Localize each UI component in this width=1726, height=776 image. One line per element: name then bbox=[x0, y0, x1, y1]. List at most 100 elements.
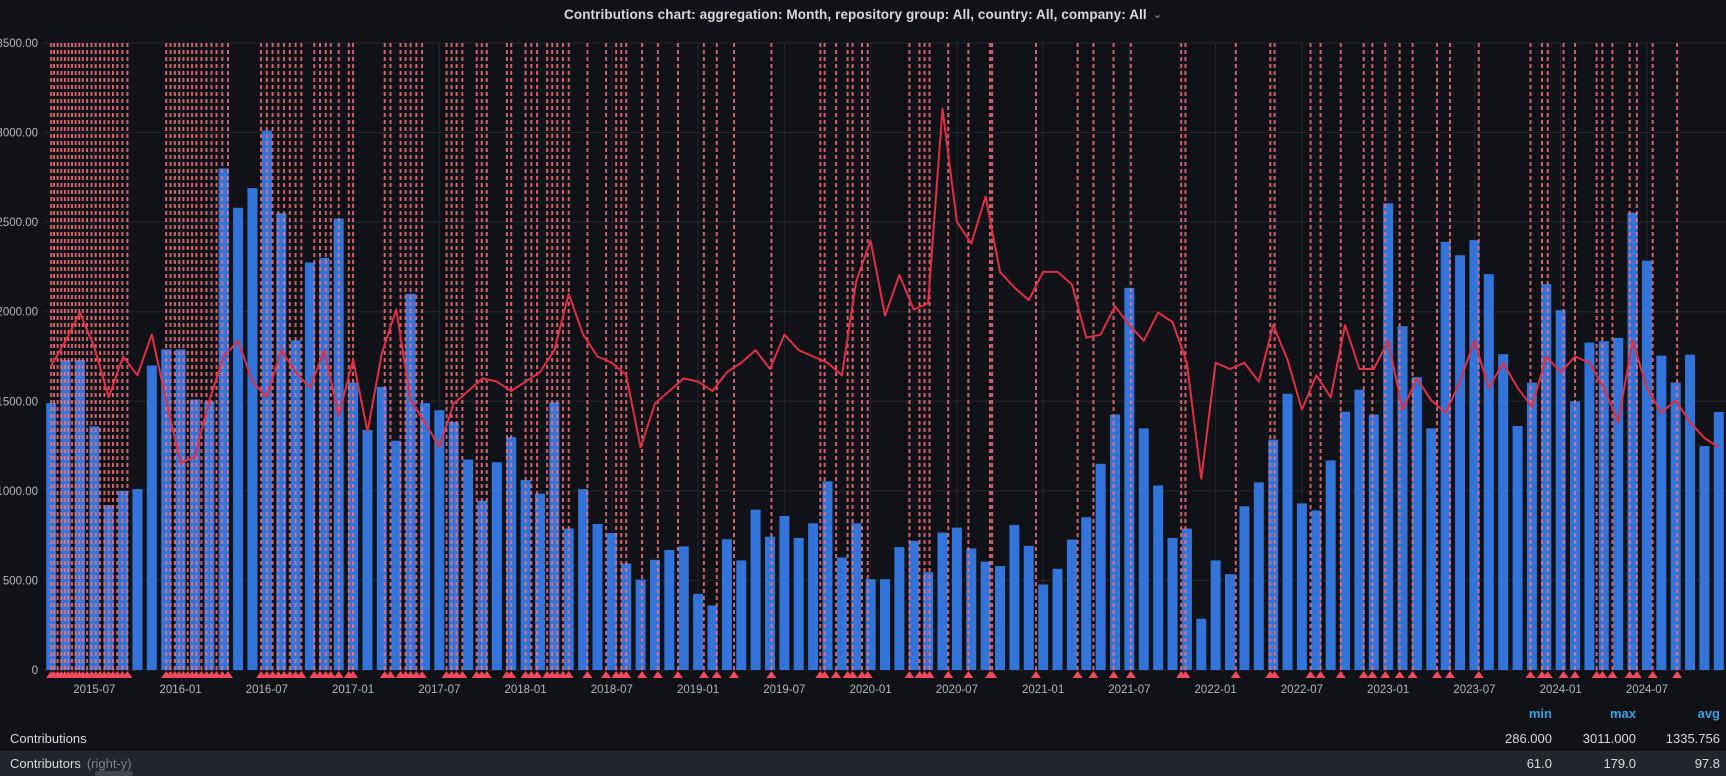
annotation-marker[interactable] bbox=[819, 671, 830, 678]
contributions-bar[interactable] bbox=[1656, 355, 1667, 670]
contributions-bar[interactable] bbox=[1296, 503, 1307, 670]
contributions-bar[interactable] bbox=[1411, 377, 1422, 670]
contributions-bar[interactable] bbox=[534, 493, 545, 670]
annotation-marker[interactable] bbox=[582, 671, 593, 678]
contributions-bar[interactable] bbox=[1555, 310, 1566, 670]
contributions-bar[interactable] bbox=[1685, 354, 1696, 670]
annotation-marker[interactable] bbox=[1558, 671, 1569, 678]
contributions-bar[interactable] bbox=[1397, 326, 1408, 670]
contributions-bar[interactable] bbox=[664, 549, 675, 670]
contributions-bar[interactable] bbox=[1066, 539, 1077, 670]
contributions-bar[interactable] bbox=[247, 188, 258, 670]
contributions-bar[interactable] bbox=[1153, 485, 1164, 670]
annotation-marker[interactable] bbox=[1315, 671, 1326, 678]
contributions-bar[interactable] bbox=[894, 547, 905, 670]
chevron-down-icon[interactable]: ⌄ bbox=[1152, 8, 1162, 21]
contributions-bar[interactable] bbox=[132, 489, 143, 670]
contributions-bar[interactable] bbox=[649, 559, 660, 670]
contributions-bar[interactable] bbox=[635, 579, 646, 670]
contributions-bar[interactable] bbox=[189, 399, 200, 670]
annotation-marker[interactable] bbox=[1335, 671, 1346, 678]
contributions-bar[interactable] bbox=[693, 593, 704, 670]
annotation-marker[interactable] bbox=[1672, 671, 1683, 678]
contributions-bar[interactable] bbox=[736, 560, 747, 670]
annotation-marker[interactable] bbox=[862, 671, 873, 678]
contributions-bar[interactable] bbox=[1512, 426, 1523, 670]
contributions-bar[interactable] bbox=[1541, 284, 1552, 670]
contributions-bar[interactable] bbox=[491, 462, 502, 670]
annotation-marker[interactable] bbox=[831, 671, 842, 678]
contributions-bar[interactable] bbox=[1641, 260, 1652, 670]
annotation-marker[interactable] bbox=[417, 671, 428, 678]
annotation-marker[interactable] bbox=[1631, 671, 1642, 678]
contributions-bar[interactable] bbox=[1383, 203, 1394, 670]
contributions-bar[interactable] bbox=[1340, 411, 1351, 670]
contributions-bar[interactable] bbox=[1095, 463, 1106, 670]
annotation-marker[interactable] bbox=[924, 671, 935, 678]
annotation-marker[interactable] bbox=[1072, 671, 1083, 678]
legend-sort-min[interactable]: min bbox=[1528, 705, 1552, 721]
annotation-marker[interactable] bbox=[1432, 671, 1443, 678]
contributions-bar[interactable] bbox=[1181, 528, 1192, 670]
contributions-bar[interactable] bbox=[937, 532, 948, 670]
annotation-marker[interactable] bbox=[1358, 671, 1369, 678]
annotation-marker[interactable] bbox=[385, 671, 396, 678]
contributions-bar[interactable] bbox=[908, 540, 919, 670]
annotation-marker[interactable] bbox=[963, 671, 974, 678]
contributions-bar[interactable] bbox=[1282, 393, 1293, 670]
contributions-bar[interactable] bbox=[463, 459, 474, 670]
contributions-bar[interactable] bbox=[362, 429, 373, 670]
annotation-marker[interactable] bbox=[1607, 671, 1618, 678]
contributions-bar[interactable] bbox=[1699, 446, 1710, 670]
contributions-bar[interactable] bbox=[1311, 510, 1322, 670]
annotation-marker[interactable] bbox=[1407, 671, 1418, 678]
contributions-bar[interactable] bbox=[764, 536, 775, 670]
contributors-line[interactable] bbox=[50, 107, 1720, 480]
contributions-bar[interactable] bbox=[1613, 337, 1624, 670]
contributions-bar[interactable] bbox=[1483, 274, 1494, 670]
annotation-marker[interactable] bbox=[1088, 671, 1099, 678]
contributions-bar[interactable] bbox=[1268, 439, 1279, 670]
contributions-bar[interactable] bbox=[1426, 428, 1437, 670]
legend-series-contributions[interactable]: Contributions bbox=[10, 731, 87, 746]
contributions-bar[interactable] bbox=[779, 515, 790, 670]
annotation-marker[interactable] bbox=[601, 671, 612, 678]
contributions-bar[interactable] bbox=[434, 410, 445, 670]
annotation-marker[interactable] bbox=[348, 671, 359, 678]
contributions-bar[interactable] bbox=[721, 539, 732, 670]
annotation-marker[interactable] bbox=[1597, 671, 1608, 678]
contributions-bar[interactable] bbox=[1110, 414, 1121, 670]
contributions-bar[interactable] bbox=[1526, 382, 1537, 670]
contributions-bar[interactable] bbox=[1023, 545, 1034, 670]
horizontal-scrollbar-thumb[interactable] bbox=[95, 771, 133, 776]
annotation-marker[interactable] bbox=[672, 671, 683, 678]
contributions-bar[interactable] bbox=[592, 523, 603, 670]
legend-sort-max[interactable]: max bbox=[1609, 705, 1636, 721]
contributions-bar[interactable] bbox=[391, 440, 402, 670]
contributions-bar[interactable] bbox=[1038, 584, 1049, 670]
contributions-bar[interactable] bbox=[506, 437, 517, 670]
annotation-marker[interactable] bbox=[1380, 671, 1391, 678]
contributions-bar[interactable] bbox=[419, 403, 430, 670]
annotation-marker[interactable] bbox=[847, 671, 858, 678]
annotation-marker[interactable] bbox=[1030, 671, 1041, 678]
annotation-marker[interactable] bbox=[296, 671, 307, 678]
annotation-marker[interactable] bbox=[729, 671, 740, 678]
annotation-marker[interactable] bbox=[904, 671, 915, 678]
annotation-marker[interactable] bbox=[532, 671, 543, 678]
contributions-bar[interactable] bbox=[304, 262, 315, 670]
annotation-marker[interactable] bbox=[621, 671, 632, 678]
contributions-bar[interactable] bbox=[980, 561, 991, 670]
contributions-bar[interactable] bbox=[951, 527, 962, 670]
contributions-bar[interactable] bbox=[1498, 354, 1509, 670]
annotation-marker[interactable] bbox=[1180, 671, 1191, 678]
contributions-bar[interactable] bbox=[233, 207, 244, 670]
contributions-bar[interactable] bbox=[405, 293, 416, 670]
annotation-marker[interactable] bbox=[1444, 671, 1455, 678]
contributions-bar[interactable] bbox=[1167, 537, 1178, 670]
annotation-marker[interactable] bbox=[1367, 671, 1378, 678]
annotation-marker[interactable] bbox=[987, 671, 998, 678]
contributions-bar[interactable] bbox=[621, 563, 632, 670]
contributions-bar[interactable] bbox=[822, 481, 833, 670]
contributions-bar[interactable] bbox=[865, 579, 876, 670]
